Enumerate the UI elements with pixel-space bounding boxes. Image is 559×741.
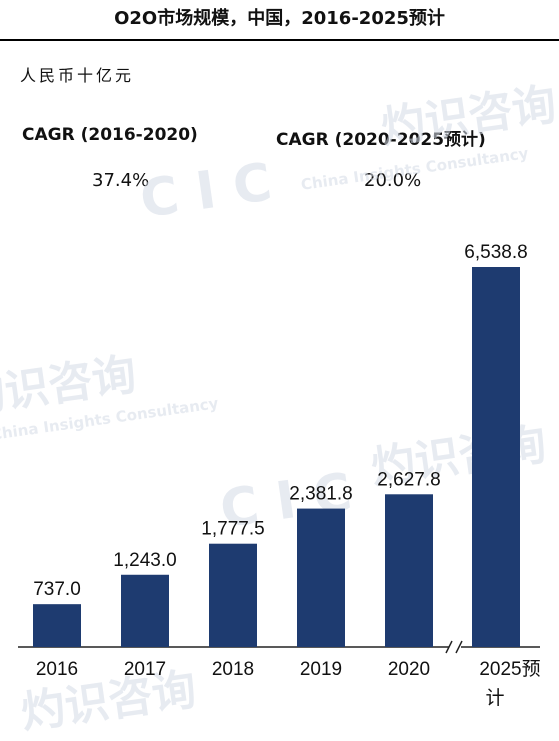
bar bbox=[472, 267, 520, 647]
x-tick-label: 计 bbox=[485, 687, 504, 709]
cagr-value-1: 37.4% bbox=[92, 170, 150, 191]
bar bbox=[209, 543, 257, 647]
bar bbox=[33, 604, 81, 647]
unit-label: 人民币十亿元 bbox=[20, 66, 135, 85]
bar-chart: 737.0 2016 1,243.0 2017 1,777.5 2018 2,381.8 20… bbox=[18, 242, 541, 709]
chart-title: O2O市场规模，中国，2016-2025预计 bbox=[114, 8, 445, 29]
bar bbox=[385, 494, 433, 647]
data-label: 2,627.8 bbox=[377, 469, 440, 490]
cagr-label-1: CAGR (2016-2020) bbox=[22, 125, 198, 145]
data-label: 6,538.8 bbox=[464, 242, 527, 263]
bar bbox=[297, 508, 345, 647]
x-tick-label: 2018 bbox=[212, 659, 254, 680]
data-label: 1,777.5 bbox=[201, 519, 264, 540]
data-label: 737.0 bbox=[33, 579, 81, 600]
x-tick-label: 2020 bbox=[388, 659, 430, 680]
x-tick-label: 2019 bbox=[300, 659, 342, 680]
bar bbox=[121, 574, 169, 647]
axis-break-mark bbox=[445, 640, 453, 654]
x-tick-label: 2025预 bbox=[479, 658, 540, 680]
x-tick-label: 2017 bbox=[124, 659, 166, 680]
axis-break-mark bbox=[455, 640, 463, 654]
data-label: 1,243.0 bbox=[113, 550, 176, 571]
data-label: 2,381.8 bbox=[289, 484, 352, 505]
cagr-value-2: 20.0% bbox=[364, 170, 422, 191]
title-underline bbox=[0, 39, 559, 41]
cagr-label-2: CAGR (2020-2025预计) bbox=[276, 130, 486, 150]
x-tick-label: 2016 bbox=[36, 659, 78, 680]
